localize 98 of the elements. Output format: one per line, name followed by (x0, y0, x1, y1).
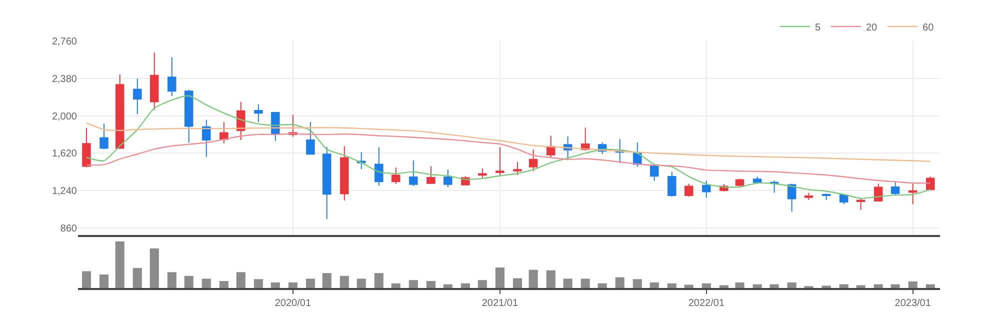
y-tick-label: 1,620 (52, 148, 78, 160)
bar (890, 284, 900, 288)
candlestick (82, 127, 91, 168)
candlestick (890, 180, 900, 195)
bar (254, 279, 263, 288)
bar (874, 284, 883, 288)
bar (667, 283, 676, 288)
x-tick-label: 2023/01 (894, 298, 932, 309)
y-tick-label: 2,380 (52, 74, 78, 85)
bar (787, 282, 796, 288)
bar (528, 270, 538, 288)
candlestick (409, 160, 418, 186)
bar (770, 284, 779, 288)
line-series (86, 133, 931, 184)
bar (478, 280, 487, 288)
bar (839, 284, 848, 288)
bar (306, 278, 315, 288)
bar (236, 272, 246, 288)
bar (598, 283, 607, 288)
bar (426, 281, 436, 288)
legend-label: 60 (922, 22, 934, 34)
x-tick-label: 2022/01 (688, 298, 725, 309)
candlestick (100, 123, 108, 150)
bar (288, 282, 298, 288)
candlestick (133, 78, 142, 115)
bar (443, 284, 452, 288)
bar (752, 284, 762, 288)
legend-label: 20 (866, 22, 878, 34)
bar (908, 281, 918, 288)
y-tick-label: 1,240 (52, 186, 78, 198)
candlestick (702, 180, 711, 198)
bar (167, 272, 176, 288)
candlestick (787, 183, 796, 212)
candlestick (374, 146, 384, 186)
candlestick (926, 176, 935, 191)
bar (702, 283, 711, 288)
y-tick-label: 860 (60, 223, 78, 234)
bar (650, 282, 659, 288)
candlestick (150, 52, 159, 110)
bar (184, 276, 194, 288)
candlestick (340, 146, 349, 201)
candlestick (513, 162, 522, 176)
bar (219, 281, 228, 288)
candlestick (115, 74, 124, 149)
candlestick (168, 56, 176, 97)
bar (270, 282, 280, 288)
bar (632, 279, 642, 288)
bar (202, 278, 211, 288)
candlestick (528, 149, 538, 172)
bar (546, 270, 556, 288)
candlestick (804, 192, 814, 200)
candlestick (735, 178, 744, 188)
bar (735, 282, 744, 288)
candlestick (546, 135, 556, 159)
candlestick (908, 182, 918, 205)
line-series (86, 122, 931, 162)
bar (340, 276, 349, 288)
candlestick (322, 146, 332, 220)
bar (460, 283, 470, 288)
line-series (86, 95, 931, 199)
candlestick (426, 166, 436, 184)
bar (408, 280, 418, 288)
candlestick (254, 104, 263, 122)
x-tick-label: 2020/01 (274, 298, 312, 309)
candlestick (220, 121, 228, 144)
candlestick (306, 121, 315, 155)
legend-label: 5 (815, 22, 821, 34)
x-tick-label: 2021/01 (482, 298, 518, 309)
candlestick (392, 167, 400, 184)
bar (684, 284, 694, 288)
bar (115, 241, 124, 288)
bar (322, 273, 332, 288)
candlestick (856, 198, 866, 210)
bar (856, 285, 866, 288)
candlestick (496, 146, 504, 177)
candlestick (684, 183, 694, 198)
candlestick (184, 89, 194, 144)
y-tick-label: 2,760 (52, 36, 78, 48)
bar (563, 278, 572, 288)
bar (495, 267, 504, 288)
bar (926, 284, 935, 288)
bar (82, 271, 92, 288)
bar (99, 274, 109, 288)
bar (615, 277, 624, 288)
candlestick (202, 119, 211, 158)
bar (132, 268, 142, 288)
candlestick (668, 171, 676, 198)
bar (356, 278, 366, 288)
bar (719, 285, 728, 288)
bar (391, 283, 400, 288)
y-tick-label: 2,000 (52, 111, 78, 122)
bar (374, 273, 384, 288)
candlestick (478, 168, 487, 180)
bar (580, 278, 590, 288)
candlestick (822, 192, 831, 200)
bar (512, 278, 522, 288)
candlestick (444, 169, 452, 188)
bar (150, 248, 159, 288)
